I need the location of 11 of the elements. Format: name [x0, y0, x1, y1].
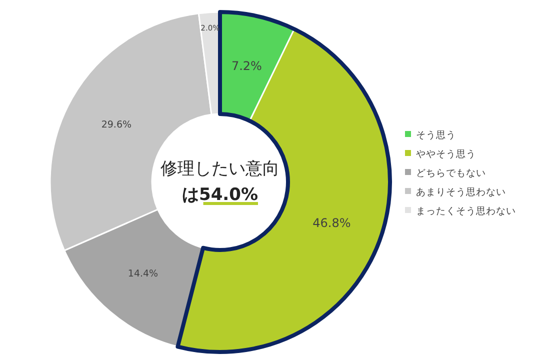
data-label: 7.2% — [231, 59, 262, 74]
legend-label: ややそう思う — [416, 149, 476, 160]
legend-label: あまりそう思わない — [416, 187, 506, 198]
legend-label: そう思う — [416, 130, 456, 141]
legend-label: まったくそう思わない — [416, 206, 516, 217]
data-label: 46.8% — [312, 216, 351, 230]
text: 修理したい意向 — [160, 159, 280, 179]
data-label: 14.4% — [128, 268, 158, 280]
data-label: 29.6% — [101, 119, 132, 130]
legend-label: どちらでもない — [416, 168, 486, 179]
text: は54.0% — [182, 185, 258, 205]
